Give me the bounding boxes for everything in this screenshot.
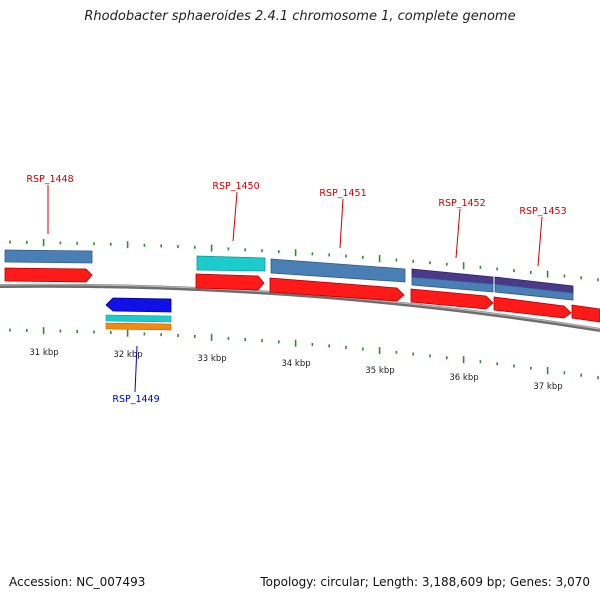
feature-block-1453-blue[interactable] — [494, 283, 574, 301]
gene-label-1451[interactable]: RSP_1451 — [319, 188, 366, 199]
cds-arrow-1453[interactable] — [493, 296, 572, 319]
genome-summary-text: Topology: circular; Length: 3,188,609 bp… — [260, 575, 590, 589]
ruler-label-33: 33 kbp — [197, 354, 226, 364]
feature-block-1448[interactable] — [4, 249, 93, 264]
cds-arrow-next[interactable] — [571, 304, 600, 323]
feature-block-1449-cyan[interactable] — [105, 314, 172, 323]
leader-line-1449 — [134, 345, 138, 393]
feature-block-1449-orange[interactable] — [105, 322, 172, 331]
leader-line-1452 — [455, 208, 461, 259]
cds-arrow-1449[interactable] — [105, 297, 172, 313]
feature-block-1452-blue[interactable] — [411, 276, 494, 293]
gene-label-1453[interactable]: RSP_1453 — [519, 206, 566, 217]
gene-label-1448[interactable]: RSP_1448 — [26, 174, 73, 185]
ruler-label-31: 31 kbp — [29, 348, 58, 358]
chromosome-backbone — [0, 283, 600, 332]
gene-label-1450[interactable]: RSP_1450 — [212, 181, 259, 192]
feature-block-1450[interactable] — [196, 255, 266, 272]
accession-text: Accession: NC_007493 — [9, 575, 146, 589]
cds-arrow-1451[interactable] — [269, 277, 405, 302]
ruler-label-36: 36 kbp — [449, 373, 478, 383]
cds-arrow-1448[interactable] — [4, 267, 93, 283]
gene-labels: RSP_1448 RSP_1449 RSP_1450 RSP_1451 RSP_… — [26, 174, 566, 405]
leader-line-1453 — [537, 216, 543, 267]
map-title: Rhodobacter sphaeroides 2.4.1 chromosome… — [84, 9, 516, 24]
leader-line-1450 — [232, 191, 238, 242]
cds-reverse-track — [105, 297, 172, 331]
feature-track — [4, 249, 574, 301]
upper-tick-row — [9, 239, 599, 282]
ruler-label-34: 34 kbp — [281, 359, 310, 369]
ruler-label-37: 37 kbp — [533, 382, 562, 392]
feature-block-1451[interactable] — [270, 258, 406, 283]
cds-arrow-1452[interactable] — [410, 288, 494, 310]
gene-label-1452[interactable]: RSP_1452 — [438, 198, 485, 209]
leader-line-1451 — [339, 198, 344, 249]
lower-tick-row — [9, 327, 599, 380]
cds-arrow-1450[interactable] — [195, 273, 265, 291]
ruler-label-32: 32 kbp — [113, 350, 142, 360]
gene-label-1449[interactable]: RSP_1449 — [112, 394, 159, 405]
ruler-label-35: 35 kbp — [365, 366, 394, 376]
ruler-labels: 31 kbp 32 kbp 33 kbp 34 kbp 35 kbp 36 kb… — [29, 348, 562, 392]
cds-forward-track — [4, 267, 600, 323]
